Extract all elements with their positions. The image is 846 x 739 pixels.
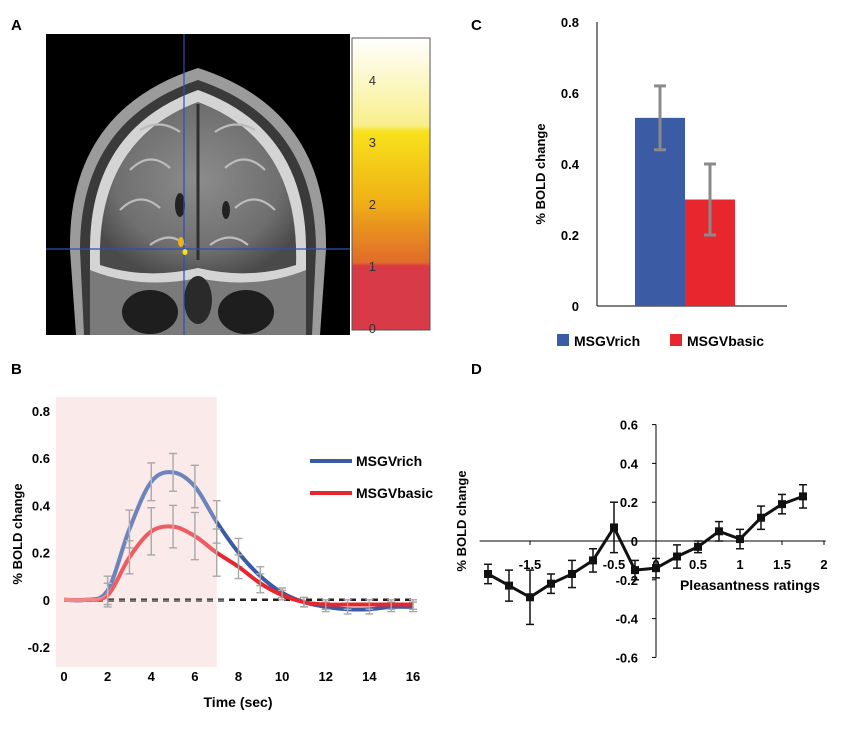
y-tick-label: 0.6	[561, 86, 579, 101]
x-tick-label: 0.5	[689, 557, 707, 572]
x-tick-label: 2	[104, 669, 111, 684]
legend-label-msgvrich: MSGVrich	[356, 453, 422, 469]
data-point	[505, 581, 513, 590]
colorbar: 0 1 2 3 4	[351, 37, 431, 336]
colorbar-ticks: 0 1 2 3 4	[369, 73, 376, 336]
legend-swatch-msgvrich	[557, 334, 569, 346]
x-tick-label: 16	[406, 669, 420, 684]
stimulus-period-shading	[56, 397, 217, 667]
y-tick-label: 0.2	[32, 546, 50, 561]
colorbar-tick: 3	[369, 135, 376, 150]
data-point	[526, 593, 534, 602]
x-tick-label: 12	[319, 669, 333, 684]
data-point	[568, 569, 576, 578]
data-point	[610, 523, 618, 532]
y-axis-label: % BOLD change	[10, 483, 25, 584]
colorbar-tick: 4	[369, 73, 376, 88]
x-tick-label: 6	[191, 669, 198, 684]
x-tick-label: -1.5	[519, 557, 541, 572]
data-point	[547, 579, 555, 588]
legend-label-msgvbasic: MSGVbasic	[687, 333, 764, 349]
panel-c: C % BOLD change 0 0.2 0.4 0.6 0.8 MSGVrich M…	[471, 15, 787, 349]
data-point	[736, 535, 744, 544]
panel-d-label: D	[471, 361, 482, 378]
panel-d: D % BOLD change Pleasantness ratings -0.…	[454, 361, 828, 665]
data-point	[484, 569, 492, 578]
y-tick-label: 0.4	[620, 456, 639, 471]
y-tick-label: -0.2	[616, 573, 638, 588]
x-tick-label: 10	[275, 669, 289, 684]
data-point	[694, 542, 702, 551]
data-point	[673, 552, 681, 561]
panel-a: A	[11, 17, 431, 336]
y-tick-label: 0.8	[32, 404, 50, 419]
legend: MSGVrich MSGVbasic	[557, 333, 764, 349]
legend-label-msgvbasic: MSGVbasic	[356, 485, 433, 501]
data-point	[757, 513, 765, 522]
y-tick-label: 0.6	[32, 451, 50, 466]
x-tick-label: 1	[736, 557, 743, 572]
data-point	[589, 556, 597, 565]
y-axis-label: % BOLD change	[454, 470, 469, 571]
x-tick-label: 1.5	[773, 557, 791, 572]
data-point	[631, 566, 639, 575]
colorbar-tick: 2	[369, 197, 376, 212]
y-tick-label: -0.4	[616, 612, 639, 627]
x-tick-label: 8	[235, 669, 242, 684]
x-tick-label: -0.5	[603, 557, 625, 572]
panel-b: B % BOLD change Time (sec) -0.2 0 0.2 0.4 0.…	[10, 361, 433, 710]
legend-label-msgvrich: MSGVrich	[574, 333, 640, 349]
y-tick-label: 0.2	[620, 495, 638, 510]
legend-swatch-msgvbasic	[670, 334, 682, 346]
data-point	[799, 492, 807, 501]
data-point	[715, 527, 723, 536]
y-tick-label: 0.6	[620, 418, 638, 433]
x-tick-label: 2	[820, 557, 827, 572]
y-tick-label: -0.2	[28, 640, 50, 655]
data-point	[778, 500, 786, 509]
series-line-overlay	[63, 470, 219, 603]
legend: MSGVrich MSGVbasic	[310, 453, 433, 501]
y-tick-label: -0.6	[616, 650, 638, 665]
x-axis-label: Pleasantness ratings	[680, 577, 820, 593]
panel-a-label: A	[11, 17, 22, 34]
panel-b-label: B	[11, 361, 22, 378]
y-tick-label: 0	[631, 534, 638, 549]
y-tick-label: 0.8	[561, 15, 579, 30]
data-line	[487, 494, 804, 600]
y-tick-label: 0	[43, 593, 50, 608]
series-line-overlay	[63, 524, 218, 603]
panel-c-label: C	[471, 17, 482, 34]
y-axis-label: % BOLD change	[533, 123, 548, 224]
x-tick-label: 4	[148, 669, 156, 684]
y-tick-label: 0.4	[561, 157, 580, 172]
colorbar-tick: 0	[369, 321, 376, 336]
y-tick-label: 0.4	[32, 498, 51, 513]
y-tick-label: 0	[572, 299, 579, 314]
x-axis-label: Time (sec)	[204, 694, 273, 710]
colorbar-tick: 1	[369, 259, 376, 274]
data-point	[652, 564, 660, 573]
y-tick-label: 0.2	[561, 228, 579, 243]
x-tick-label: 0	[60, 669, 67, 684]
x-tick-label: 14	[362, 669, 377, 684]
brain-mri-image	[46, 34, 350, 335]
